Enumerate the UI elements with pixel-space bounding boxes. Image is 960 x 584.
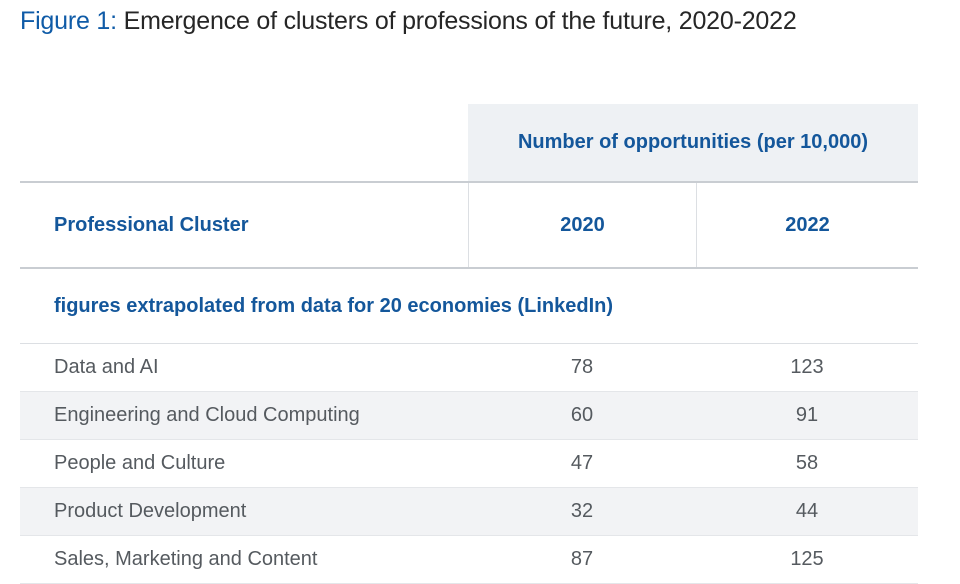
cell-2020: 47 (570, 452, 594, 474)
cell-2020: 60 (570, 404, 594, 426)
cell-2022: 44 (795, 500, 819, 522)
cell-2020: 78 (570, 356, 594, 378)
column-header-2022: 2022 (696, 183, 918, 267)
cell-cluster: Engineering and Cloud Computing (54, 404, 360, 426)
cell-2020: 87 (570, 548, 594, 570)
group-header-number-of-opportunities: Number of opportunities (per 10,000) (468, 104, 918, 181)
figure-title-text: Emergence of clusters of professions of … (123, 7, 797, 35)
table-note-row: figures extrapolated from data for 20 ec… (20, 269, 918, 344)
cell-cluster: People and Culture (54, 452, 226, 474)
empty-header-cell (20, 104, 468, 181)
cell-2022: 123 (790, 356, 824, 378)
figure-label: Figure 1: (20, 7, 117, 35)
cell-cluster: Sales, Marketing and Content (54, 548, 318, 570)
table-row: Data and AI 78 123 (20, 344, 918, 392)
figure-title: Figure 1: Emergence of clusters of profe… (20, 6, 797, 36)
cell-2022: 58 (795, 452, 819, 474)
cell-2020: 32 (570, 500, 594, 522)
table-row: People and Culture 47 58 (20, 440, 918, 488)
table-column-header-row: Professional Cluster 2020 2022 (20, 183, 918, 269)
cell-2022: 91 (795, 404, 819, 426)
table-row: Product Development 32 44 (20, 488, 918, 536)
cell-cluster: Product Development (54, 500, 247, 522)
opportunities-table: Number of opportunities (per 10,000) Pro… (20, 104, 918, 584)
cell-2022: 125 (790, 548, 824, 570)
column-header-professional-cluster: Professional Cluster (54, 213, 249, 236)
table-row: Sales, Marketing and Content 87 125 (20, 536, 918, 584)
table-row: Engineering and Cloud Computing 60 91 (20, 392, 918, 440)
cell-cluster: Data and AI (54, 356, 159, 378)
table-group-header-row: Number of opportunities (per 10,000) (20, 104, 918, 183)
table-note: figures extrapolated from data for 20 ec… (54, 294, 614, 317)
column-header-2020: 2020 (468, 183, 696, 267)
